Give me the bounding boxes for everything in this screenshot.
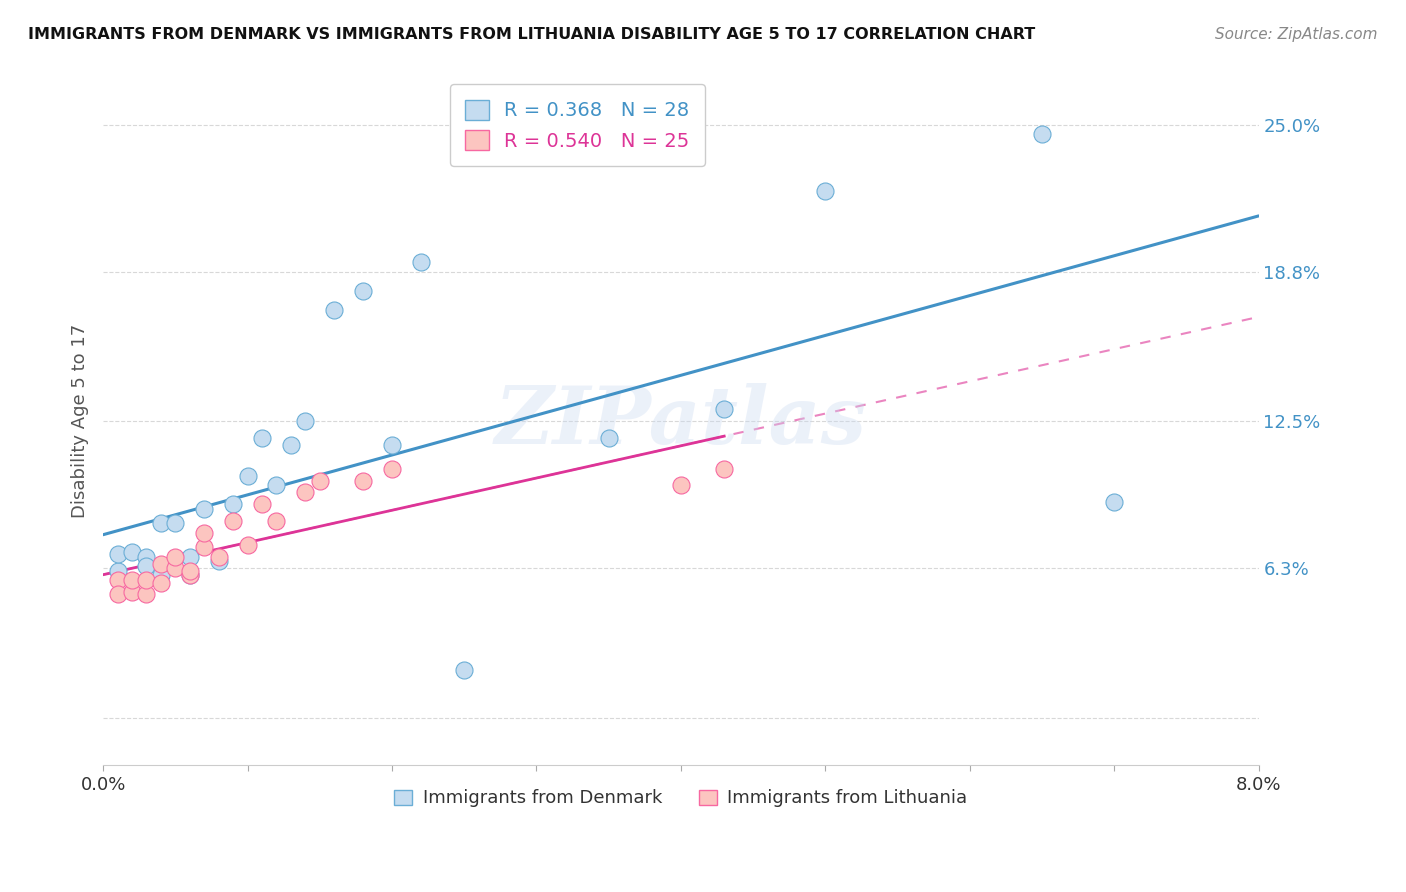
Point: [453, 664, 475, 678]
Point: [135, 559, 157, 574]
Point: [713, 402, 735, 417]
Point: [236, 468, 259, 483]
Point: [107, 587, 129, 601]
Point: [381, 438, 404, 452]
Point: [135, 549, 157, 564]
Point: [222, 514, 245, 528]
Point: [179, 568, 201, 582]
Point: [381, 462, 404, 476]
Point: [165, 549, 187, 564]
Point: [250, 497, 273, 511]
Point: [165, 561, 187, 575]
Point: [669, 478, 692, 492]
Point: [352, 474, 374, 488]
Point: [107, 573, 129, 587]
Point: [250, 431, 273, 445]
Point: [193, 502, 215, 516]
Point: [107, 547, 129, 561]
Point: [294, 485, 316, 500]
Point: [294, 414, 316, 428]
Point: [1102, 495, 1125, 509]
Point: [208, 554, 231, 568]
Legend: Immigrants from Denmark, Immigrants from Lithuania: Immigrants from Denmark, Immigrants from…: [387, 782, 974, 814]
Point: [179, 564, 201, 578]
Point: [323, 302, 346, 317]
Point: [236, 538, 259, 552]
Point: [149, 575, 172, 590]
Point: [135, 573, 157, 587]
Y-axis label: Disability Age 5 to 17: Disability Age 5 to 17: [72, 324, 89, 518]
Point: [149, 568, 172, 582]
Point: [352, 284, 374, 298]
Point: [149, 557, 172, 571]
Point: [179, 549, 201, 564]
Point: [121, 585, 143, 599]
Point: [713, 462, 735, 476]
Point: [107, 564, 129, 578]
Point: [266, 514, 288, 528]
Point: [193, 540, 215, 554]
Point: [179, 568, 201, 582]
Point: [149, 516, 172, 531]
Point: [222, 497, 245, 511]
Point: [121, 545, 143, 559]
Text: Source: ZipAtlas.com: Source: ZipAtlas.com: [1215, 27, 1378, 42]
Point: [280, 438, 302, 452]
Point: [193, 525, 215, 540]
Point: [208, 549, 231, 564]
Text: IMMIGRANTS FROM DENMARK VS IMMIGRANTS FROM LITHUANIA DISABILITY AGE 5 TO 17 CORR: IMMIGRANTS FROM DENMARK VS IMMIGRANTS FR…: [28, 27, 1035, 42]
Point: [409, 255, 432, 269]
Point: [814, 184, 837, 198]
Text: ZIPatlas: ZIPatlas: [495, 383, 868, 460]
Point: [598, 431, 620, 445]
Point: [135, 587, 157, 601]
Point: [308, 474, 330, 488]
Point: [121, 573, 143, 587]
Point: [165, 516, 187, 531]
Point: [266, 478, 288, 492]
Point: [1031, 128, 1053, 142]
